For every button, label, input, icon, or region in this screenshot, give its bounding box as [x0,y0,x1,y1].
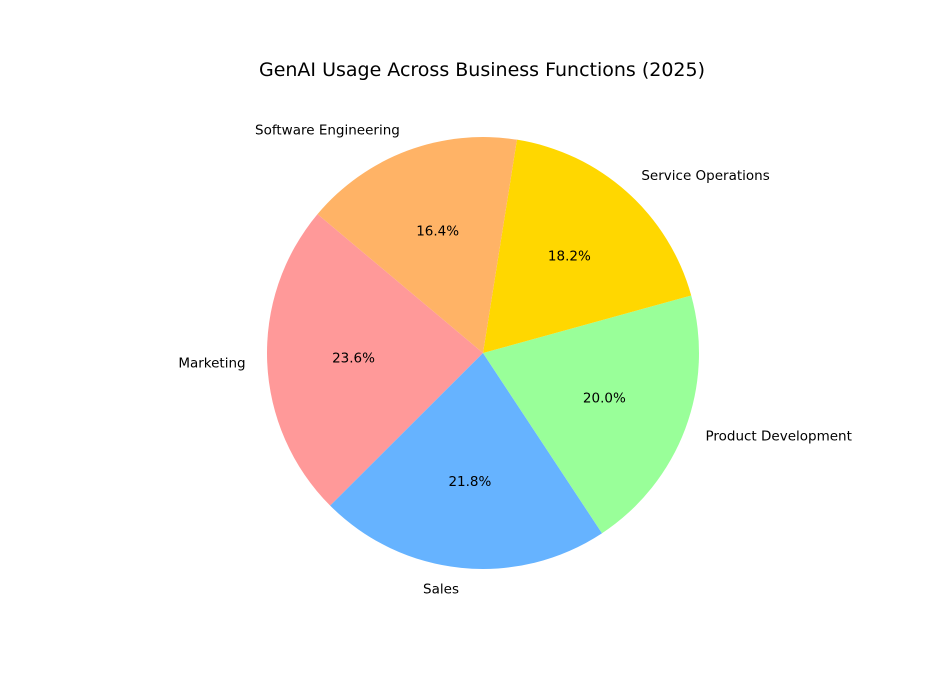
pie-slice-marketing [267,214,483,506]
pie-slice-sales [330,353,603,570]
pie-slice-service-operations [483,139,692,353]
pie-slice-product-development [483,295,699,534]
slice-label-service-operations: Service Operations [641,168,769,184]
slice-label-marketing: Marketing [178,355,245,371]
percent-label-software-engineering: 16.4% [416,224,459,240]
slice-label-product-development: Product Development [705,428,851,444]
percent-label-product-development: 20.0% [583,391,626,407]
percent-label-marketing: 23.6% [332,351,375,367]
slice-label-sales: Sales [423,581,459,597]
pie-slice-software-engineering [317,136,517,353]
pie-labels: Marketing 23.6% Sales 21.8% Product Developm… [178,122,852,597]
chart-title: GenAI Usage Across Business Functions (2… [259,59,705,81]
slice-label-software-engineering: Software Engineering [255,122,400,138]
percent-label-service-operations: 18.2% [548,248,591,264]
percent-label-sales: 21.8% [448,474,491,490]
pie-slices [267,136,699,570]
